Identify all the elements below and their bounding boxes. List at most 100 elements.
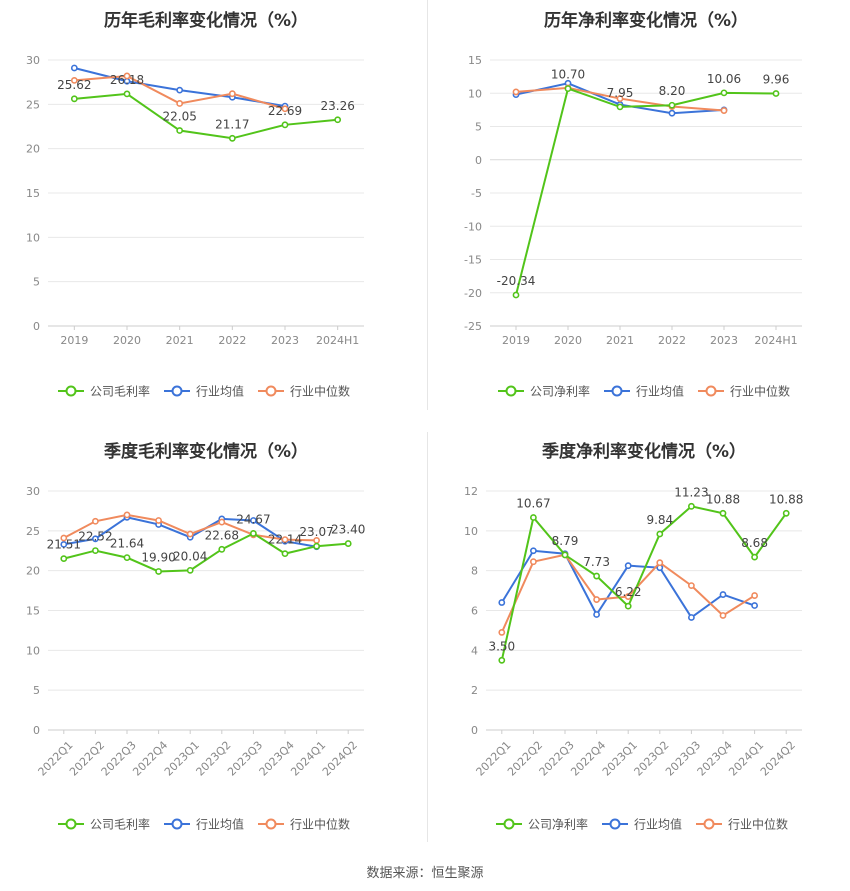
series-point xyxy=(92,535,99,543)
series-point xyxy=(498,656,506,664)
y-tick-label: 12 xyxy=(464,485,478,498)
chart-panel-2: 历年净利率变化情况（%） -25 -20 -15 -10 -5 0 5 10 15 2019 2020… xyxy=(464,10,802,399)
legend-item[interactable]: 行业中位数 xyxy=(698,384,790,399)
y-tick-label: 15 xyxy=(468,54,482,67)
legend-label: 行业均值 xyxy=(636,384,684,399)
data-label: 21.17 xyxy=(215,117,249,131)
series-point xyxy=(123,72,131,80)
y-tick-label: 10 xyxy=(468,87,482,100)
data-label: 8.20 xyxy=(659,84,686,98)
data-label: 7.95 xyxy=(607,86,634,100)
series-point xyxy=(530,514,537,521)
y-tick-label: -25 xyxy=(464,320,482,333)
y-tick-label: -5 xyxy=(471,187,482,200)
series-point xyxy=(155,517,162,524)
series-line-1 xyxy=(63,532,349,573)
x-tick-label: 2023 xyxy=(710,334,738,347)
y-tick-label: 6 xyxy=(471,605,478,618)
series-point xyxy=(688,614,695,621)
legend-label: 行业中位数 xyxy=(728,817,788,832)
x-tick-label: 2022 xyxy=(658,334,686,347)
chart-panel-3: 季度毛利率变化情况（%）0510152025302022Q12022Q22022… xyxy=(26,441,365,832)
y-tick-label: 8 xyxy=(471,565,478,578)
legend-label: 公司净利率 xyxy=(528,817,588,832)
series-point xyxy=(123,511,131,519)
data-label: 20.04 xyxy=(173,549,207,563)
data-label: 26.18 xyxy=(110,73,144,87)
y-tick-label: 20 xyxy=(26,143,40,156)
series-point xyxy=(155,568,162,575)
series-point xyxy=(498,599,506,606)
legend-swatch-marker xyxy=(65,818,77,830)
legend-swatch-marker xyxy=(265,385,277,397)
chart-title: 历年净利率变化情况（%） xyxy=(544,10,748,31)
y-tick-label: 30 xyxy=(26,54,40,67)
series-point xyxy=(70,95,78,103)
series-point xyxy=(564,85,572,92)
series-point xyxy=(593,596,600,603)
legend-item[interactable]: 公司毛利率 xyxy=(58,384,150,399)
x-tick-label: 2022 xyxy=(218,334,246,347)
series-point xyxy=(624,602,632,610)
legend-swatch-marker xyxy=(65,385,77,397)
series-point xyxy=(344,540,352,547)
data-label: 10.88 xyxy=(706,492,740,506)
y-tick-label: 15 xyxy=(26,187,40,200)
legend-item[interactable]: 公司净利率 xyxy=(498,384,590,399)
legend-swatch-marker xyxy=(171,818,183,830)
legend-item[interactable]: 行业均值 xyxy=(602,817,682,832)
legend-label: 行业均值 xyxy=(196,384,244,399)
series-point xyxy=(751,592,758,599)
legend-item[interactable]: 行业中位数 xyxy=(696,817,788,832)
legend-item[interactable]: 行业中位数 xyxy=(258,384,350,399)
legend-swatch-marker xyxy=(505,385,517,397)
series-point xyxy=(751,602,758,609)
y-tick-label: 0 xyxy=(475,154,482,167)
x-tick-label: 2020 xyxy=(554,334,582,347)
series-point xyxy=(123,90,131,98)
y-tick-label: -15 xyxy=(464,254,482,267)
data-label: 6.22 xyxy=(615,585,642,599)
series-point xyxy=(688,582,695,590)
legend-item[interactable]: 行业均值 xyxy=(164,384,244,399)
series-point xyxy=(593,611,600,618)
legend-item[interactable]: 行业均值 xyxy=(164,817,244,832)
y-tick-label: 4 xyxy=(471,644,478,657)
series-point xyxy=(656,530,664,538)
y-tick-label: 10 xyxy=(26,644,40,657)
y-tick-label: 25 xyxy=(26,525,40,538)
series-point xyxy=(186,530,194,538)
series-point xyxy=(176,100,184,107)
y-tick-label: 2 xyxy=(471,684,478,697)
legend-swatch-marker xyxy=(265,818,277,830)
series-point xyxy=(281,105,289,113)
data-label: 23.07 xyxy=(299,525,333,539)
series-point xyxy=(719,612,727,619)
data-label: 23.40 xyxy=(331,523,365,537)
data-label: 25.62 xyxy=(57,78,91,92)
y-tick-label: 10 xyxy=(26,231,40,244)
data-label: 21.51 xyxy=(47,538,81,552)
data-label: 11.23 xyxy=(674,485,708,499)
series-point xyxy=(624,593,632,600)
series-point xyxy=(624,562,632,570)
series-point xyxy=(92,517,99,525)
legend-item[interactable]: 公司净利率 xyxy=(496,817,588,832)
legend-label: 公司毛利率 xyxy=(90,817,150,832)
legend-item[interactable]: 行业均值 xyxy=(604,384,684,399)
series-point xyxy=(228,90,236,98)
y-tick-label: 15 xyxy=(26,605,40,618)
series-point xyxy=(720,89,728,97)
series-point xyxy=(176,127,184,134)
data-label: 19.90 xyxy=(141,550,175,564)
series-point xyxy=(281,121,289,129)
series-point xyxy=(719,591,727,598)
legend-item[interactable]: 公司毛利率 xyxy=(58,817,150,832)
series-point xyxy=(616,95,624,102)
series-point xyxy=(688,502,695,510)
data-label: 9.96 xyxy=(763,73,790,87)
y-tick-label: 30 xyxy=(26,485,40,498)
legend-item[interactable]: 行业中位数 xyxy=(258,817,350,832)
data-label: 10.67 xyxy=(516,496,550,510)
series-point xyxy=(616,103,624,111)
